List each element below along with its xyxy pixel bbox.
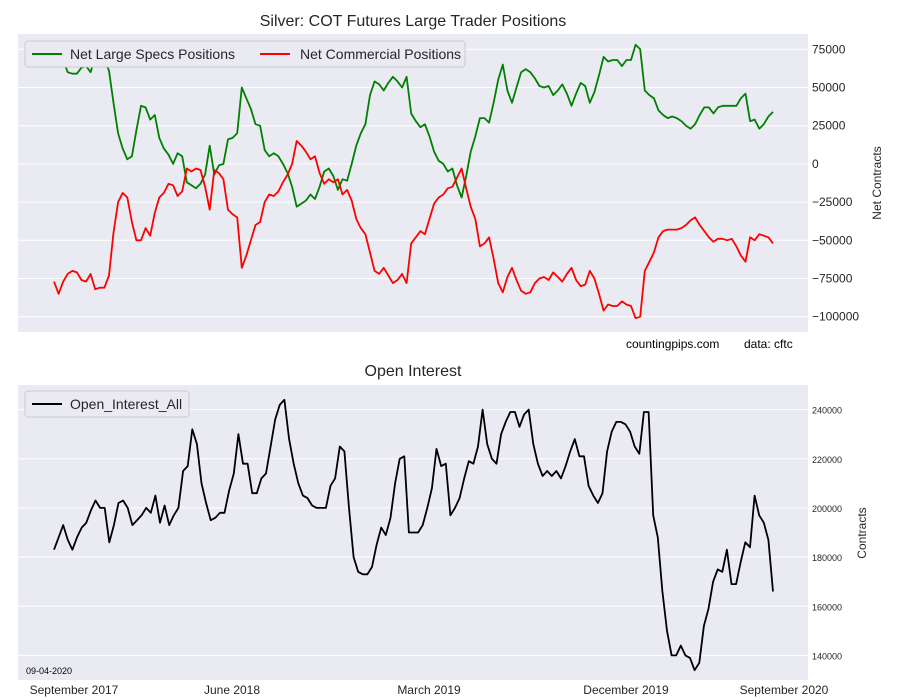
top-y-ticks: 75000 50000 25000 0 −25000 −50000 −75000 −10000… (812, 42, 859, 323)
bottom-y-ticks: 240000 220000 200000 180000 160000 140000 (812, 406, 842, 662)
top-y-tick-label: 25000 (812, 119, 846, 133)
top-legend-box (24, 40, 466, 68)
x-tick-label: March 2019 (397, 683, 461, 697)
bottom-series-line-0 (53, 398, 774, 672)
top-legend: Net Large Specs Positions Net Commercial… (24, 40, 466, 68)
bottom-title: Open Interest (365, 363, 463, 380)
top-y-tick-label: −25000 (812, 195, 853, 209)
legend-label-commercial: Net Commercial Positions (300, 46, 461, 62)
bottom-y-tick-label: 220000 (812, 455, 842, 465)
bottom-legend: Open_Interest_All (24, 390, 190, 418)
top-series-lines (53, 43, 774, 320)
bottom-panel: 240000 220000 200000 180000 160000 140000 Ope… (18, 363, 869, 680)
top-series-line-1 (53, 140, 774, 320)
bottom-y-tick-label: 160000 (812, 602, 842, 612)
x-axis-labels: September 2017 June 2018 March 2019 Dece… (30, 683, 829, 697)
top-ylabel: Net Contracts (870, 146, 884, 219)
x-tick-label: September 2017 (30, 683, 119, 697)
x-tick-label: June 2018 (204, 683, 260, 697)
bottom-legend-box (24, 390, 190, 418)
top-plot-area (18, 34, 808, 332)
bottom-ylabel: Contracts (855, 507, 869, 558)
top-series-line-0 (53, 43, 774, 208)
top-y-tick-label: 75000 (812, 42, 846, 56)
top-y-tick-label: 50000 (812, 80, 846, 94)
legend-label-specs: Net Large Specs Positions (70, 46, 235, 62)
x-tick-label: September 2020 (740, 683, 829, 697)
bottom-series-lines (53, 398, 774, 672)
top-y-tick-label: −100000 (812, 310, 859, 324)
bottom-y-tick-label: 140000 (812, 651, 842, 661)
bottom-y-tick-label: 180000 (812, 553, 842, 563)
date-stamp: 09-04-2020 (26, 666, 72, 676)
top-title: Silver: COT Futures Large Trader Positio… (260, 13, 567, 30)
top-panel: 75000 50000 25000 0 −25000 −50000 −75000 −10000… (18, 13, 884, 351)
top-y-tick-label: 0 (812, 157, 819, 171)
top-y-tick-label: −50000 (812, 233, 853, 247)
credit-source: data: cftc (744, 337, 793, 351)
credit-site: countingpips.com (626, 337, 719, 351)
bottom-y-tick-label: 200000 (812, 504, 842, 514)
x-tick-label: December 2019 (583, 683, 669, 697)
bottom-y-tick-label: 240000 (812, 406, 842, 416)
legend-label-open-interest: Open_Interest_All (70, 396, 182, 412)
top-y-tick-label: −75000 (812, 272, 853, 286)
